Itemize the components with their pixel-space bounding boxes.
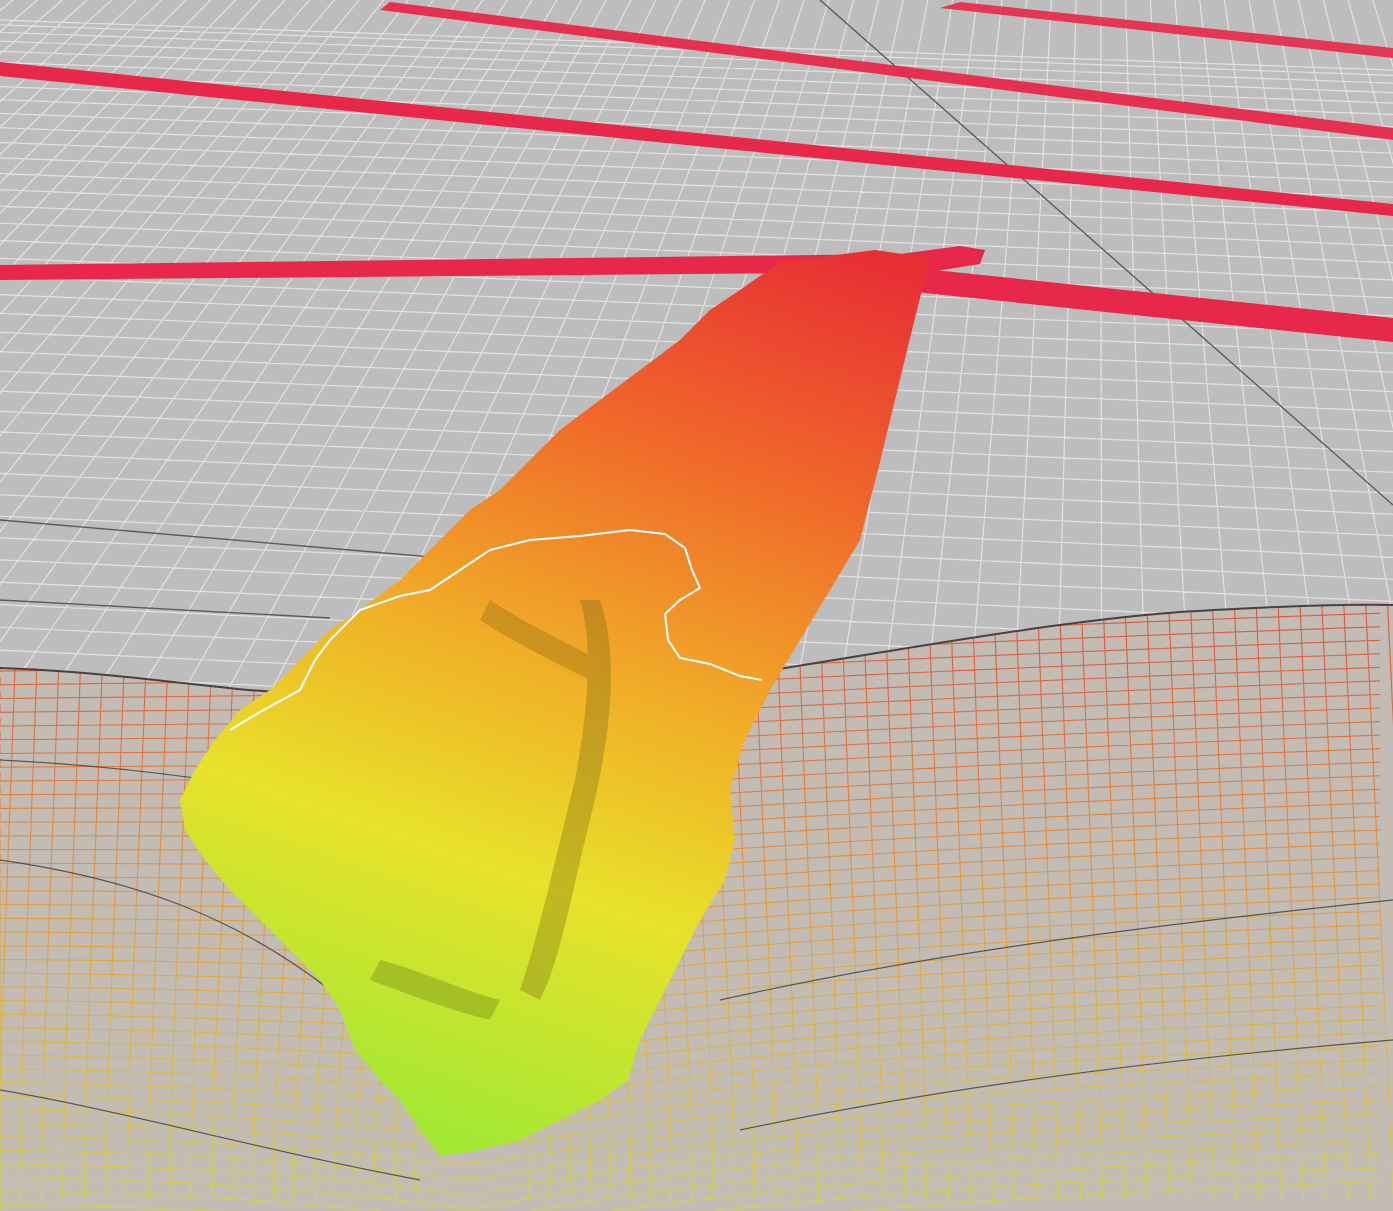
contour-line [229, 528, 763, 731]
bathymetry-surface [180, 250, 930, 1156]
survey-lines [0, 2, 1393, 342]
surface-shading [370, 600, 611, 1020]
mesh-edge [0, 603, 1393, 694]
survey-line-3 [0, 62, 1393, 216]
survey-line-1 [380, 2, 1393, 140]
survey-line-4 [0, 246, 985, 280]
survey-line-5 [915, 268, 1393, 342]
survey-line-2 [940, 2, 1393, 58]
